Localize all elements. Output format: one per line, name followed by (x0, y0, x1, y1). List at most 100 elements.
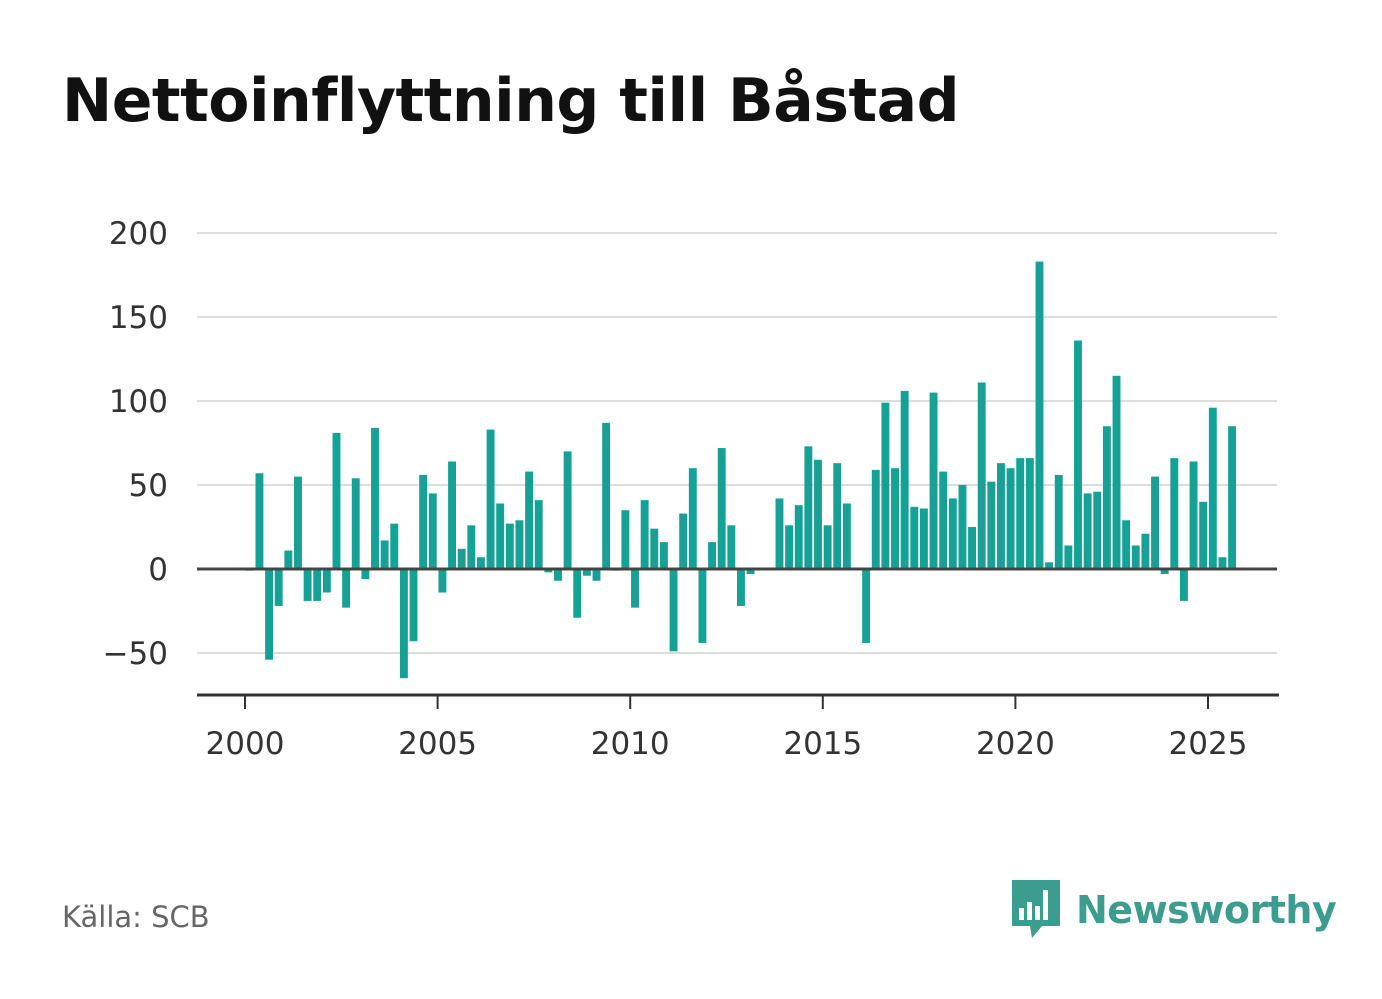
axes (197, 567, 1279, 709)
bar (1112, 375, 1121, 569)
bar (438, 569, 447, 593)
bar (573, 569, 582, 618)
bar (342, 569, 351, 608)
bar (380, 540, 389, 569)
bar (717, 448, 726, 569)
bar (515, 520, 524, 569)
bars (245, 261, 1237, 679)
bar (919, 508, 928, 569)
bar (265, 569, 274, 660)
y-tick-label: 0 (148, 552, 168, 588)
bar (582, 569, 591, 576)
bar (428, 493, 437, 569)
bar (708, 542, 717, 569)
bar (525, 471, 534, 569)
bar (1228, 426, 1237, 569)
bar (351, 478, 360, 569)
bar (977, 382, 986, 569)
bar-chart: 200 150 100 50 0 −50 2000 2005 2010 2015 2020 2025 (103, 216, 1279, 762)
bar (987, 481, 996, 569)
y-tick-label: 200 (109, 216, 168, 252)
bar (1170, 458, 1179, 569)
bar (313, 569, 322, 601)
bar (274, 569, 283, 606)
bar (1151, 476, 1159, 569)
bar (409, 569, 418, 642)
bar (785, 525, 794, 569)
bar (1179, 569, 1188, 601)
bar (997, 463, 1005, 569)
bar (1218, 557, 1227, 569)
bar (1016, 458, 1025, 569)
bar (1208, 407, 1217, 569)
y-tick-label: 150 (109, 300, 168, 336)
bar (631, 569, 639, 608)
bar (361, 569, 370, 580)
bar (399, 569, 408, 679)
bar (746, 569, 755, 575)
bar (554, 569, 562, 581)
bar (1093, 491, 1102, 569)
bar (1054, 474, 1063, 569)
bar (823, 525, 832, 569)
bar (948, 498, 957, 569)
bar (910, 506, 919, 569)
bar (1064, 545, 1073, 569)
bar (390, 523, 399, 569)
y-tick-label: 50 (129, 468, 168, 504)
bar-chart-speech-bubble-icon (1012, 880, 1060, 938)
bar (592, 569, 601, 581)
bar (968, 527, 977, 569)
source-note: Källa: SCB (62, 900, 210, 934)
bar (939, 471, 948, 569)
bar (419, 474, 428, 569)
bar (794, 505, 803, 569)
bar (322, 569, 331, 593)
bar (1006, 468, 1015, 569)
brand-name: Newsworthy (1076, 888, 1337, 932)
bar (900, 390, 909, 569)
bar (371, 427, 379, 569)
x-tick-label: 2005 (398, 726, 477, 762)
bar (1199, 501, 1208, 569)
bar (881, 402, 890, 569)
bar (640, 500, 649, 569)
bar (448, 461, 456, 569)
bar (958, 485, 967, 569)
bar (1160, 569, 1169, 575)
y-tick-label: −50 (103, 636, 168, 672)
bar (1083, 493, 1092, 569)
tick-labels: 200 150 100 50 0 −50 2000 2005 2010 2015 2020 2025 (103, 216, 1248, 762)
bar (814, 459, 822, 569)
bar (727, 525, 736, 569)
x-tick-label: 2010 (591, 726, 670, 762)
bar (457, 548, 466, 569)
bar (929, 392, 938, 569)
bar (467, 525, 476, 569)
bar (650, 528, 659, 569)
bar (486, 429, 495, 569)
bar (891, 468, 899, 569)
bar (1122, 520, 1131, 569)
bar (679, 513, 688, 569)
bar (1074, 340, 1082, 569)
bar (1141, 533, 1150, 569)
bar (1025, 458, 1034, 569)
bar (544, 569, 553, 573)
bar (1035, 261, 1044, 569)
brand-logo: Newsworthy (1010, 878, 1337, 942)
bar (833, 463, 842, 569)
bar (534, 500, 543, 569)
bar (476, 557, 485, 569)
y-tick-label: 100 (109, 384, 168, 420)
bar (294, 476, 302, 569)
bar (842, 503, 851, 569)
bar (775, 498, 784, 569)
bar (737, 569, 745, 606)
bar (563, 451, 572, 569)
bar (1131, 545, 1140, 569)
bar (332, 432, 341, 569)
bar (1102, 426, 1111, 569)
bar (1045, 562, 1054, 569)
bar (871, 469, 880, 569)
